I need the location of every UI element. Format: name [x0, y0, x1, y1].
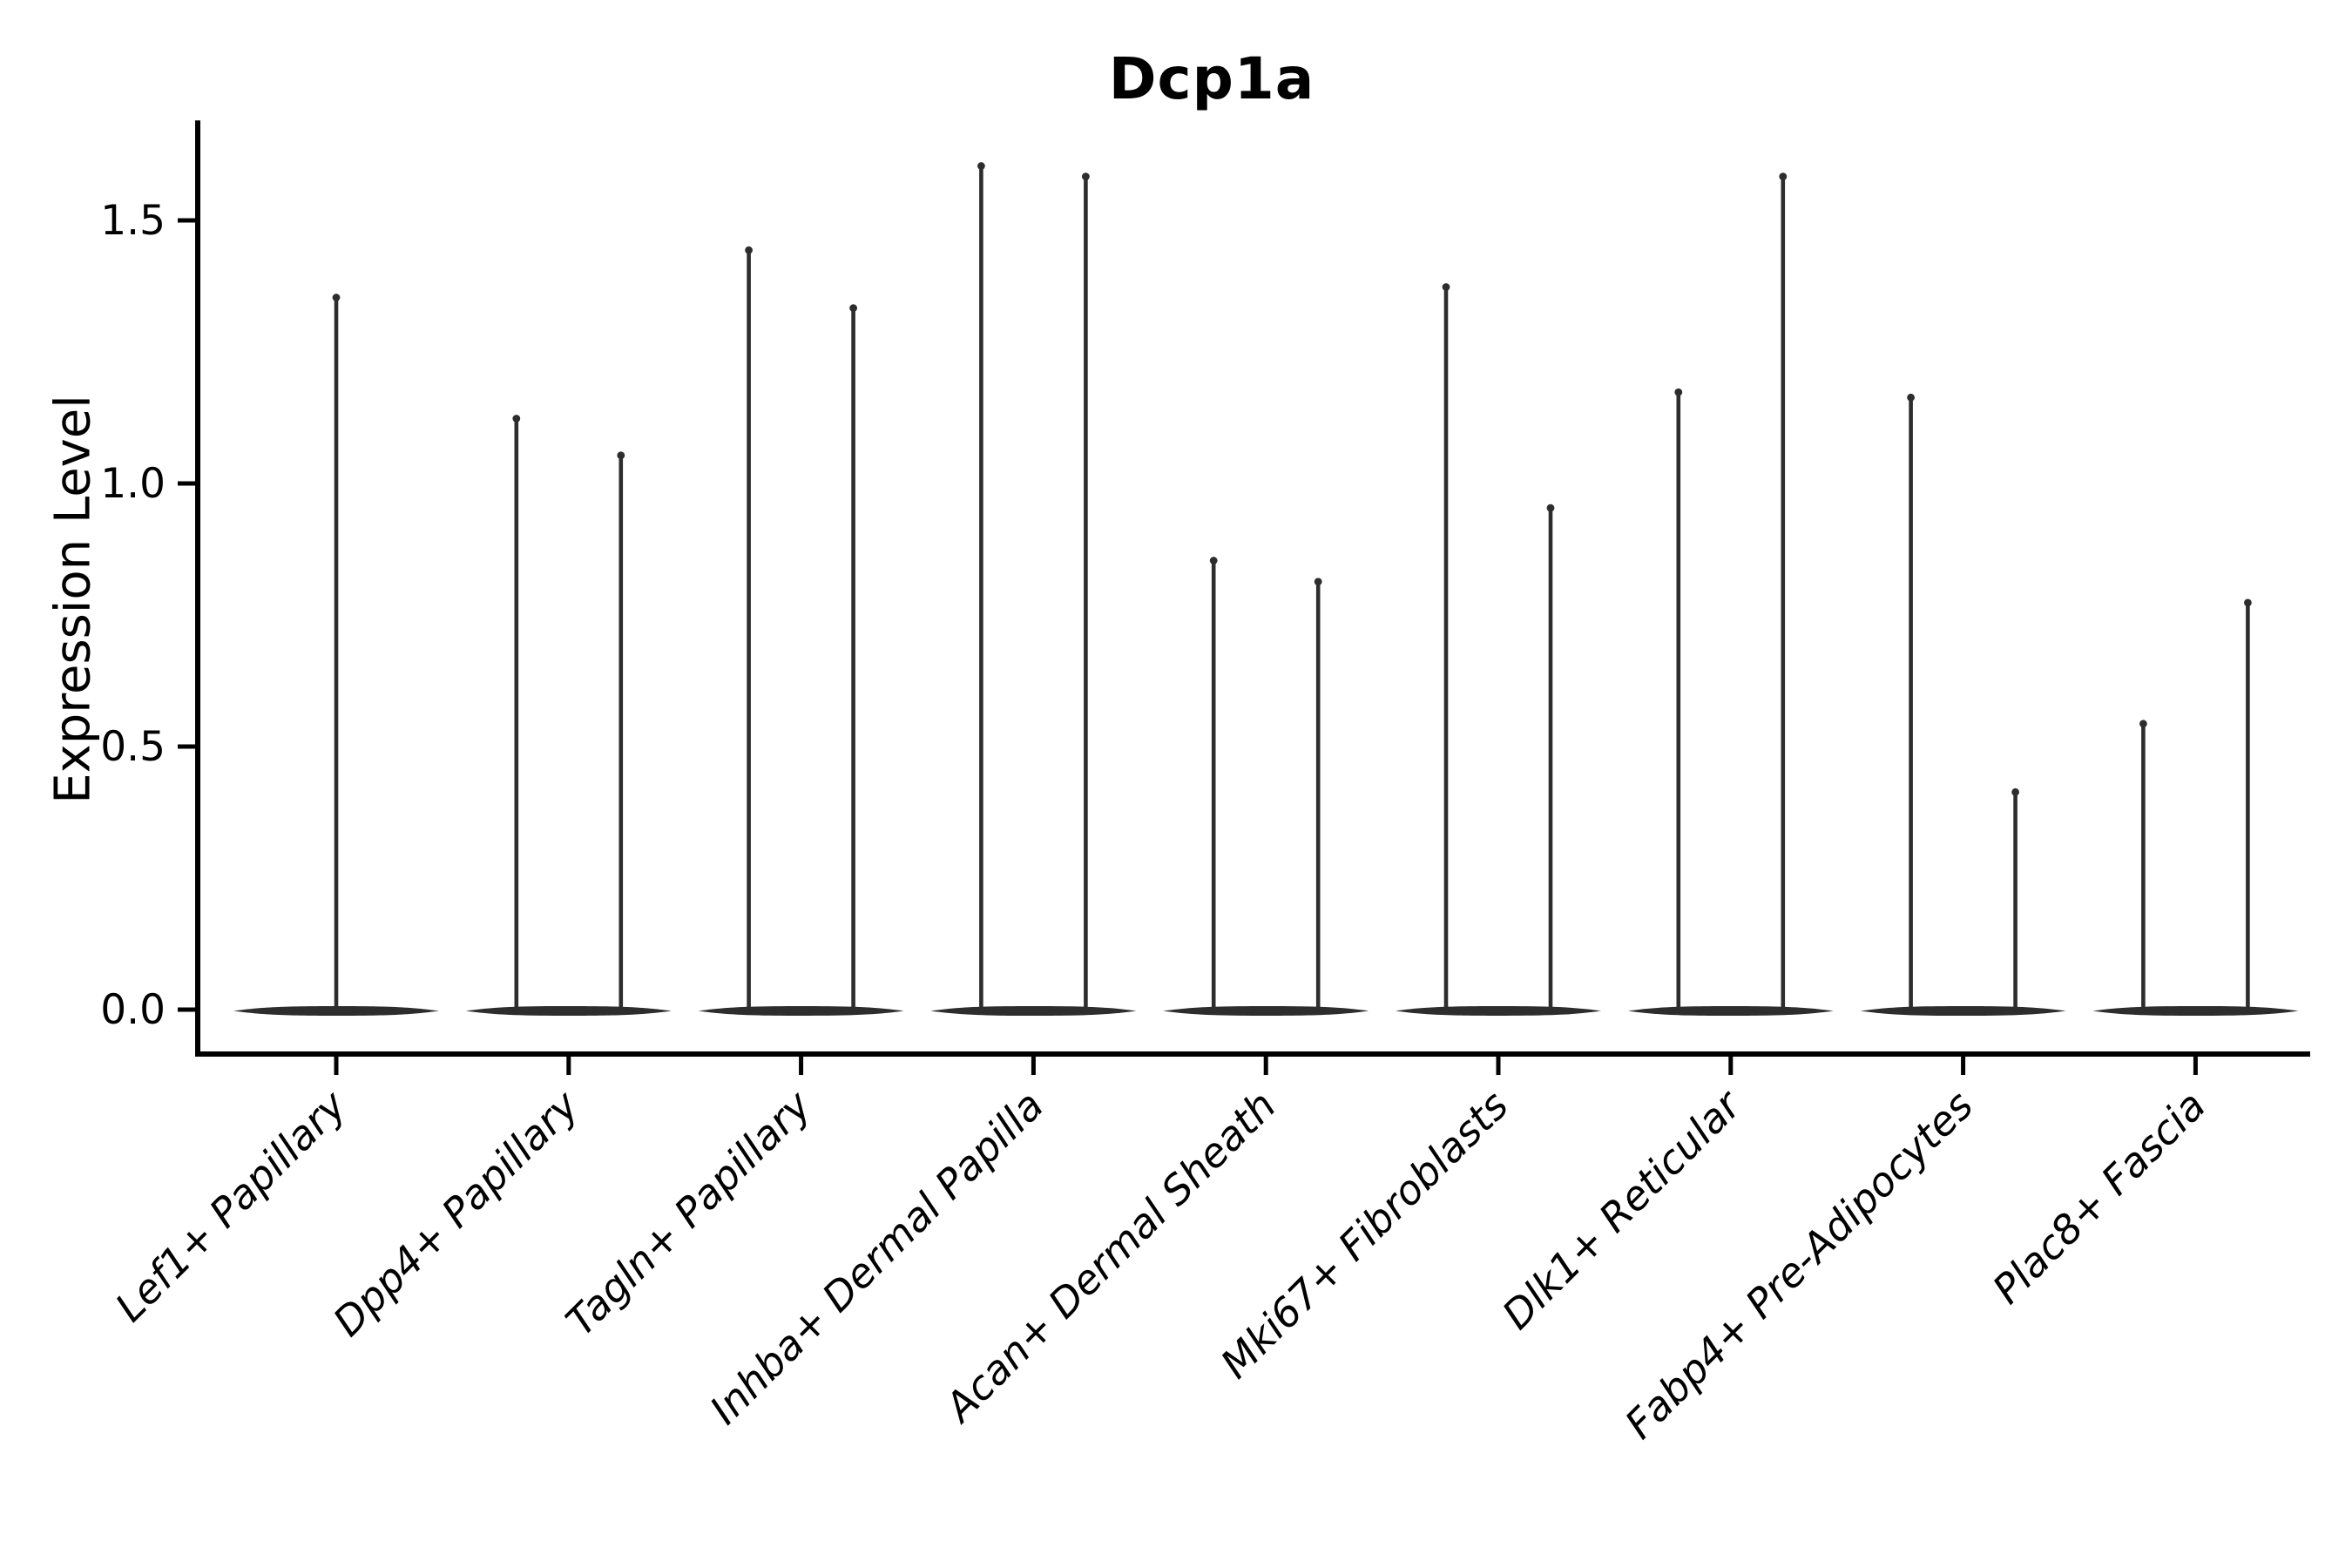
violin-spike-tip — [745, 246, 753, 254]
violin-body — [1163, 1006, 1369, 1016]
violin-spike-tip — [1209, 557, 1218, 564]
x-category-label: Dlk1+ Reticular — [1493, 1079, 1752, 1338]
violin-body — [1396, 1006, 1601, 1016]
violin-spike-tip — [2244, 598, 2252, 607]
violin-spike-tip — [1907, 393, 1916, 402]
violin-spike-tip — [512, 415, 521, 422]
violin-spike-tip — [1082, 172, 1090, 181]
x-category-label: Plac8+ Fascia — [1984, 1082, 2214, 1313]
y-tick-label: 1.5 — [100, 197, 166, 245]
y-tick-label: 0.0 — [100, 986, 166, 1034]
violin-body — [1627, 1006, 1834, 1016]
x-category-label: Tagln+ Papillary — [557, 1081, 821, 1345]
violin-body — [1860, 1006, 2066, 1016]
violin-spike-tip — [2011, 787, 2020, 796]
x-category-label: Dpp4+ Papillary — [324, 1081, 588, 1345]
violin-body — [930, 1006, 1137, 1016]
chart-title: Dcp1a — [1108, 45, 1315, 112]
y-axis-label: Expression Level — [44, 395, 102, 804]
violin-spike-tip — [1779, 172, 1788, 181]
violin-spike-tip — [2139, 720, 2147, 728]
violin-spike-tip — [1674, 388, 1683, 396]
violin-spike-tip — [1546, 504, 1555, 512]
y-tick-label: 0.5 — [100, 723, 166, 771]
x-category-label: Lef1+ Papillary — [106, 1081, 355, 1330]
violin-spike-tip — [617, 451, 625, 460]
violin-body — [465, 1006, 672, 1016]
violin-spike-tip — [332, 294, 341, 301]
violin-spike-tip — [977, 162, 985, 170]
violin-body — [2092, 1006, 2299, 1016]
violin-spike-tip — [1314, 578, 1322, 586]
y-tick-label: 1.0 — [100, 460, 166, 508]
violin-spike-tip — [1442, 283, 1450, 291]
violin-body — [698, 1006, 904, 1016]
violin-spike-tip — [849, 304, 857, 313]
